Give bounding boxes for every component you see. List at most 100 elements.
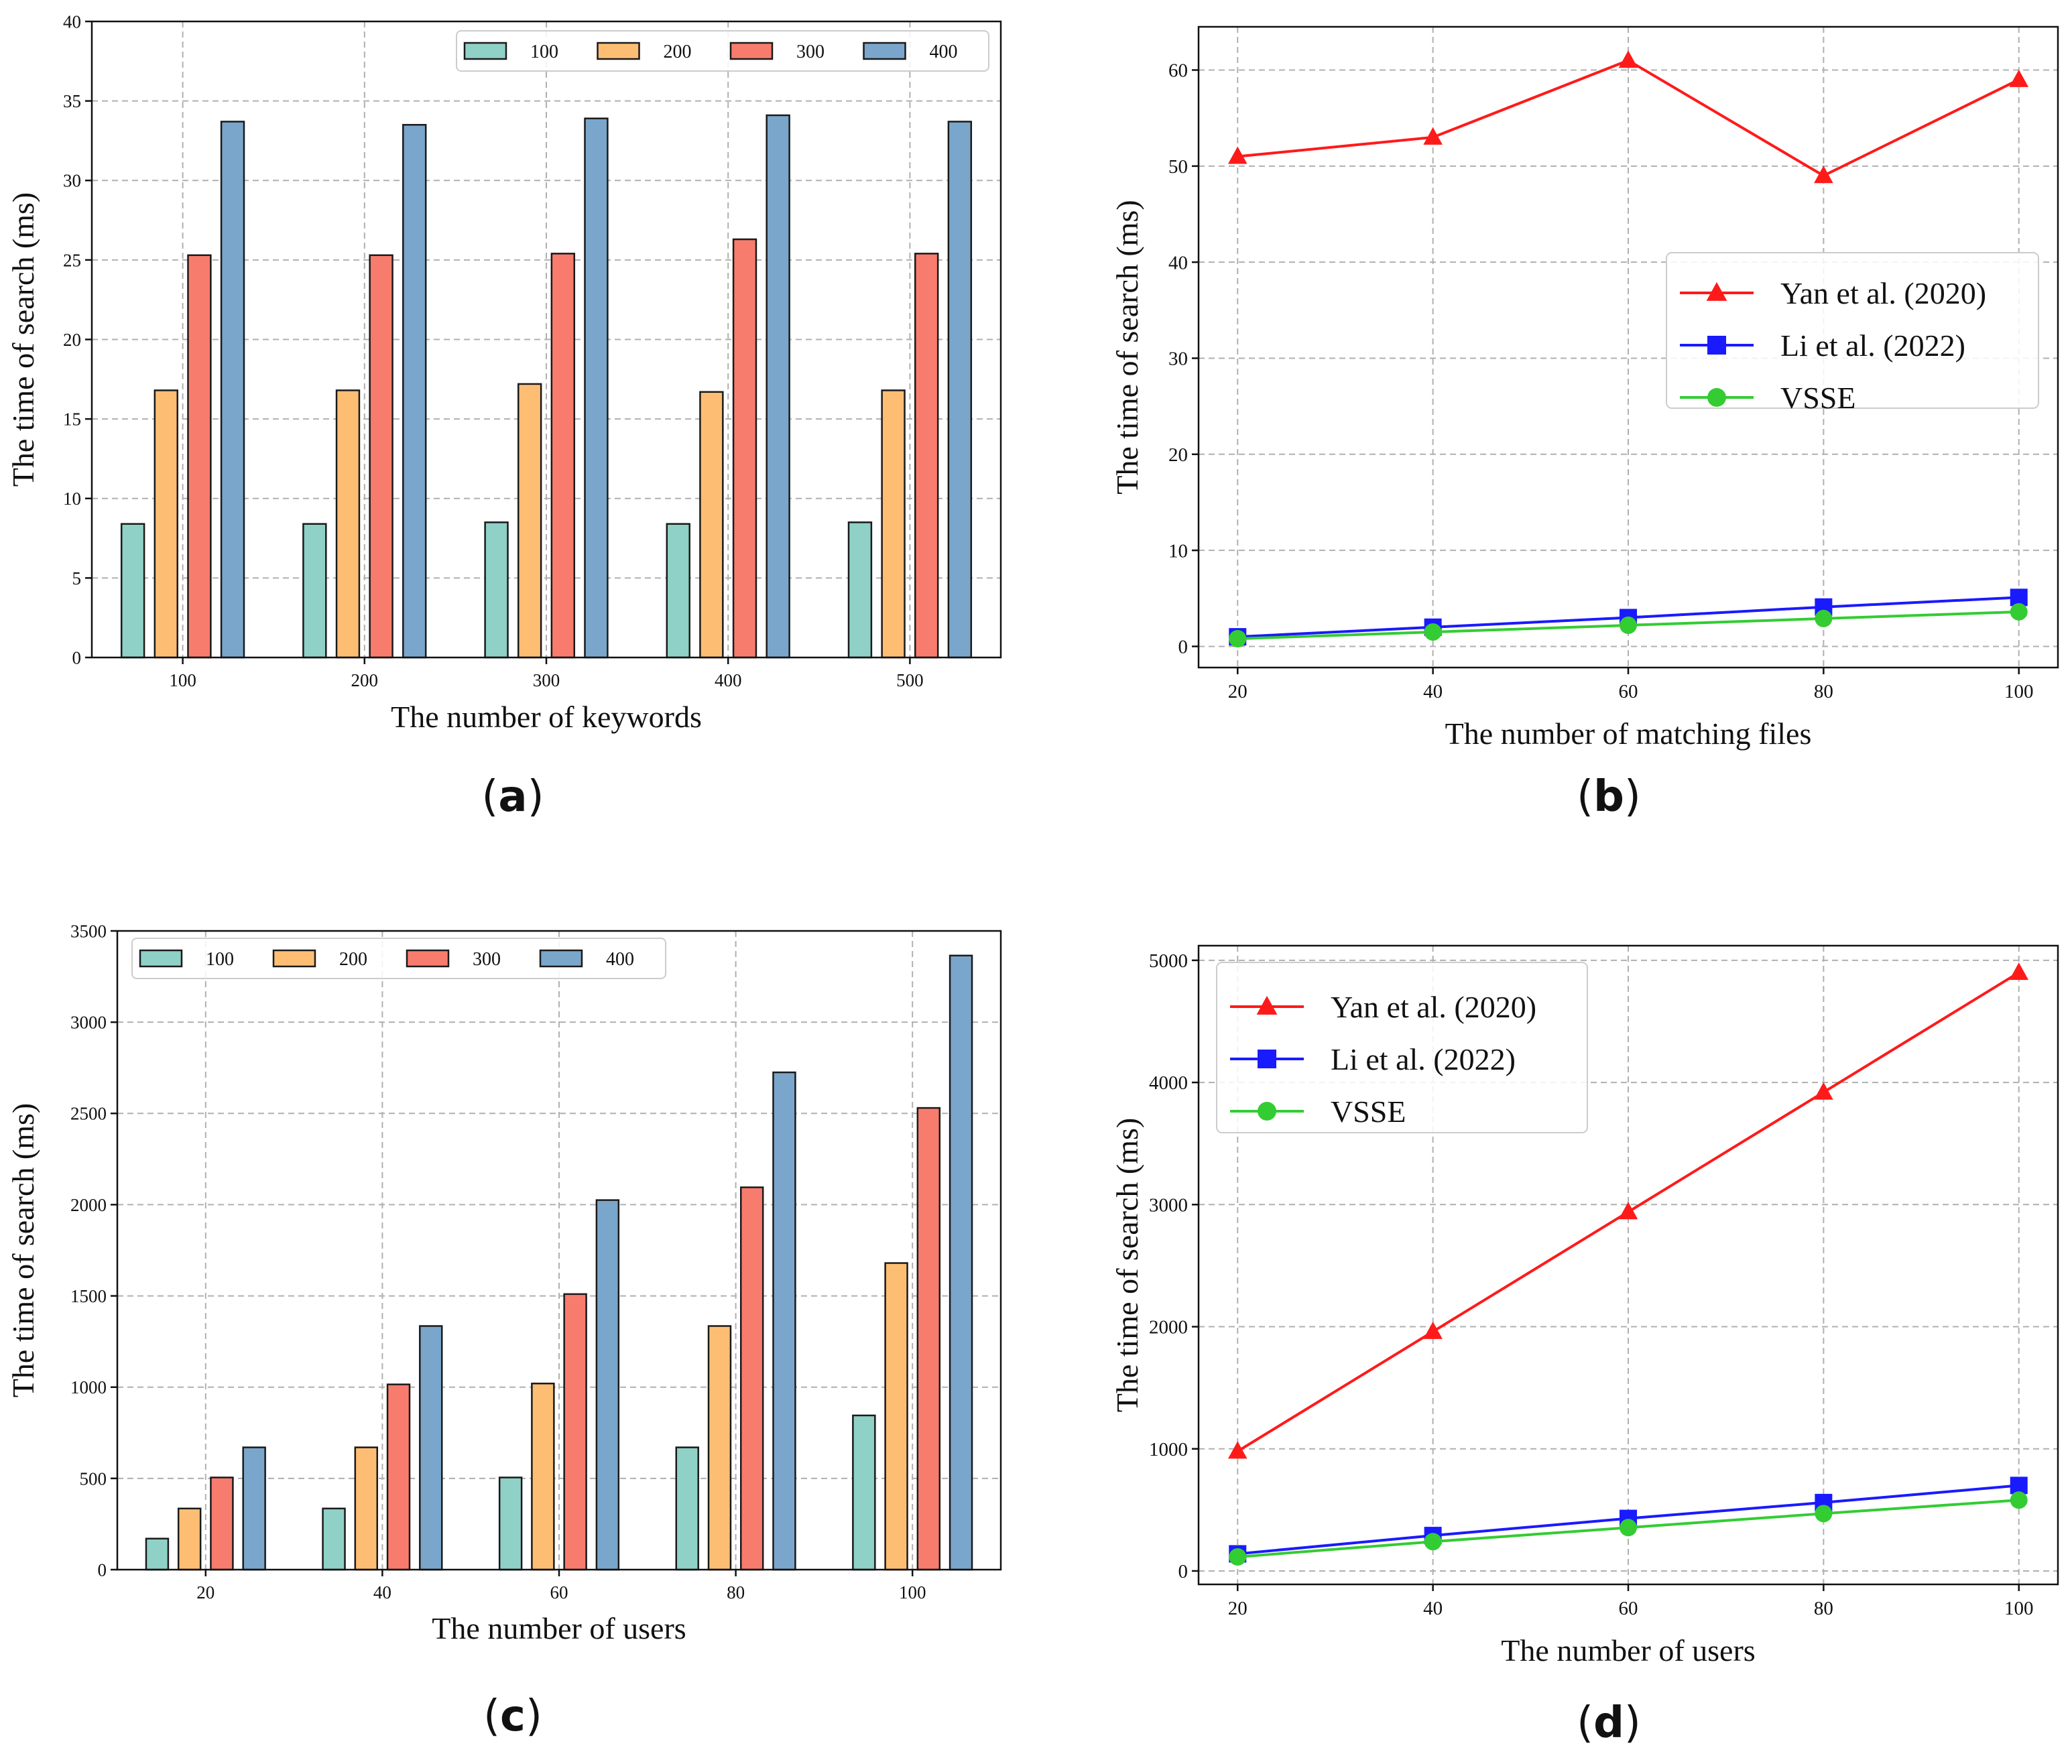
x-tick-label: 200 [351, 670, 379, 690]
bar [335, 389, 361, 659]
legend-swatch [597, 42, 640, 60]
y-axis-label: The time of search (ms) [6, 192, 40, 487]
x-axis-label: The number of keywords [391, 700, 702, 734]
x-tick-label: 60 [550, 1582, 568, 1602]
bar-series-200 [177, 1262, 908, 1571]
y-tick-label: 15 [63, 410, 81, 430]
bar [739, 1186, 764, 1571]
bar [707, 1325, 732, 1571]
bar [145, 1537, 170, 1571]
panel-label-letter: a [498, 772, 527, 822]
bar [322, 1507, 346, 1571]
x-tick-label: 80 [1814, 1598, 1833, 1619]
x-tick-label: 20 [1228, 1598, 1247, 1619]
x-tick-label: 40 [1423, 1598, 1443, 1619]
marker-circle [2010, 603, 2028, 621]
y-tick-label: 0 [1178, 637, 1189, 658]
legend: 100 200 300 400 [131, 938, 666, 979]
y-tick-label: 20 [1168, 444, 1188, 466]
bar-series-100 [120, 521, 873, 659]
bar-series-200 [154, 383, 906, 659]
legend-label: 300 [796, 42, 825, 62]
bar [884, 1262, 908, 1571]
bar [242, 1446, 266, 1571]
legend: Yan et al. (2020) Li et al. (2022) VSSE [1216, 962, 1588, 1133]
chart-panel-a: 0 5 10 15 20 25 30 35 40 100 200 300 400 500 The numbe… [6, 11, 1002, 822]
marker-triangle [1618, 1202, 1638, 1220]
marker-circle [1620, 1519, 1637, 1537]
bar [187, 254, 212, 659]
y-axis-label: The time of search (ms) [1110, 200, 1144, 494]
panel-label-letter: c [500, 1692, 526, 1741]
legend-label: 400 [930, 42, 958, 62]
legend-swatch [406, 949, 450, 968]
marker-triangle [1423, 1321, 1443, 1339]
x-tick-label: 100 [899, 1582, 926, 1602]
marker-circle [1620, 616, 1637, 634]
marker-circle [1258, 1102, 1276, 1121]
y-tick-label: 1000 [1149, 1439, 1188, 1460]
bar [584, 117, 609, 659]
marker-triangle [2009, 962, 2029, 981]
bar [881, 389, 906, 659]
bar [484, 521, 509, 659]
x-tick-label: 100 [2004, 681, 2034, 702]
x-axis: 100 200 300 400 500 [169, 657, 924, 690]
x-tick-label: 20 [1228, 681, 1247, 702]
chart-panel-c: 0 500 1000 1500 2000 2500 3000 3500 20 40 60 80 100 T… [6, 921, 1002, 1741]
line-series-vsse [1229, 603, 2028, 648]
x-axis-label: The number of matching files [1445, 716, 1812, 751]
y-axis-label: The time of search (ms) [6, 1103, 40, 1397]
legend-box [1216, 962, 1588, 1133]
bar [563, 1293, 587, 1571]
x-tick-label: 80 [1814, 681, 1833, 702]
marker-square [2010, 1476, 2028, 1495]
legend-label: 200 [339, 949, 367, 970]
marker-triangle [1423, 127, 1443, 145]
y-tick-label: 0 [72, 647, 82, 668]
x-tick-label: 40 [1423, 681, 1443, 702]
legend-label: Yan et al. (2020) [1331, 990, 1536, 1024]
legend-swatch [272, 949, 316, 968]
y-tick-label: 35 [63, 91, 81, 111]
bar [914, 253, 939, 659]
y-tick-label: 1000 [70, 1377, 107, 1397]
x-axis: 20 40 60 80 100 [196, 1570, 926, 1602]
bar [531, 1383, 555, 1571]
x-tick-label: 300 [533, 670, 560, 690]
x-tick-label: 60 [1619, 1598, 1638, 1619]
bar [120, 523, 145, 659]
x-tick-label: 60 [1619, 681, 1638, 702]
legend: Yan et al. (2020) Li et al. (2022) VSSE [1666, 252, 2039, 415]
panel-label-letter: d [1593, 1698, 1624, 1748]
x-axis: 20 40 60 80 100 [1228, 668, 2034, 702]
legend-swatch [729, 42, 774, 60]
bar [369, 254, 393, 659]
y-tick-label: 10 [1168, 540, 1188, 562]
y-tick-label: 25 [63, 250, 81, 270]
bar-series-400 [220, 114, 973, 659]
bar-series-300 [187, 238, 939, 659]
bar [177, 1507, 202, 1571]
bar [666, 523, 690, 659]
y-tick-label: 500 [80, 1468, 107, 1489]
legend-label: Li et al. (2022) [1331, 1042, 1516, 1076]
bar [402, 123, 427, 659]
y-tick-label: 30 [1168, 349, 1188, 370]
y-tick-label: 2000 [70, 1195, 107, 1215]
y-tick-label: 5 [72, 568, 82, 588]
y-axis-label: The time of search (ms) [1110, 1118, 1144, 1412]
marker-triangle [1227, 1441, 1247, 1459]
panel-label: (c) [483, 1692, 542, 1741]
y-tick-label: 20 [63, 330, 81, 350]
y-tick-label: 40 [63, 11, 81, 32]
bar [772, 1071, 796, 1571]
marker-triangle [1618, 50, 1638, 68]
marker-circle [1229, 1548, 1247, 1566]
bar [699, 391, 724, 659]
bar [766, 114, 790, 659]
marker-triangle [2009, 69, 2029, 87]
x-tick-label: 40 [373, 1582, 391, 1602]
y-tick-label: 40 [1168, 252, 1188, 273]
y-tick-label: 3000 [70, 1013, 107, 1033]
